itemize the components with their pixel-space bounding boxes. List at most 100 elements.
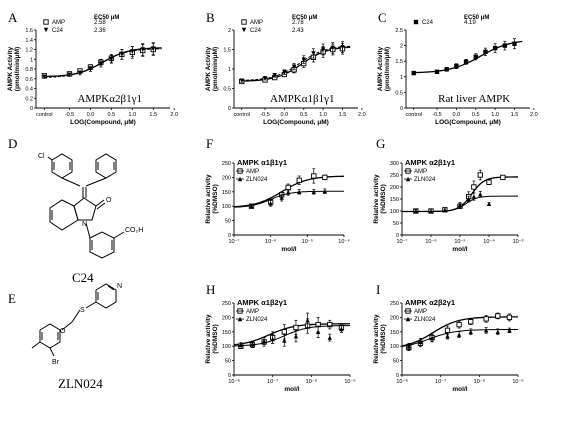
data-point	[238, 342, 244, 347]
y-tick-label: 150	[222, 190, 231, 196]
legend-label: AMP	[414, 169, 427, 175]
legend-label: C24	[250, 28, 262, 34]
x-axis-label: mol/l	[281, 246, 296, 253]
series-fit-line	[44, 48, 162, 78]
x-tick-label: 1.0	[491, 112, 499, 118]
y-axis-label-line: (pmol/min/μM)	[384, 47, 391, 91]
data-point	[296, 189, 302, 194]
data-point	[340, 44, 345, 50]
data-point	[330, 45, 336, 51]
benzyl-ring	[89, 231, 115, 259]
panel-label-i: I	[376, 282, 380, 297]
data-point	[42, 74, 47, 79]
data-point	[98, 61, 104, 67]
carboxylic-acid-label: CO₂H	[125, 227, 143, 234]
y-axis-label-line: AMPK Activity	[205, 47, 212, 92]
x-tick-label: 10⁻⁶	[425, 238, 436, 245]
legend-marker	[241, 27, 247, 33]
data-point	[500, 174, 506, 181]
data-point	[428, 208, 434, 214]
y-tick-label: 1.6	[25, 28, 33, 34]
legend-header: EC50 μM	[94, 15, 119, 21]
data-point	[315, 329, 321, 334]
pyrimidine-nitrogen-label: N	[117, 283, 122, 290]
y-tick-label: 50	[393, 359, 399, 365]
data-point	[320, 47, 326, 52]
chart-i: I 0 50 100 150 200 250 10⁻⁸ 10⁻⁷ 10⁻⁶ 10⁻⁵ mol/l Rel…	[373, 282, 524, 393]
data-point	[322, 174, 328, 181]
data-point	[468, 319, 474, 325]
data-point	[77, 70, 83, 76]
y-axis-label: AMPK Activity(pmol/min/μM)	[377, 47, 391, 92]
legend-label: C24	[422, 20, 434, 26]
chart-c: C 0 0.5 1 1.5 2 2.5 control -0.5 0.0 0.5 1.0 1.5 2.0 L…	[377, 10, 538, 126]
data-point	[471, 184, 477, 190]
y-tick-label: 250	[390, 173, 399, 179]
chlorine-atom-label: Cl	[38, 153, 45, 160]
data-point	[130, 49, 135, 54]
x-tick-label: 0.0	[281, 112, 289, 118]
x-tick-label: control	[233, 112, 250, 118]
data-point	[457, 202, 463, 208]
legend-label: AMP	[246, 309, 259, 315]
y-axis-label-line: Relative activity	[373, 314, 380, 364]
y-tick-label: 0	[396, 373, 399, 379]
data-point	[262, 76, 268, 81]
chart-a: A 0 0.2 0.4 0.6 0.8 1 1.2 1.4 1.6 control -0.5 0.0 0.…	[7, 10, 178, 126]
data-point	[442, 207, 448, 212]
y-tick-label: 50	[225, 219, 231, 225]
y-axis-label-line: (%DMSO)	[212, 324, 219, 354]
series-fit-line	[241, 45, 351, 81]
data-point	[492, 45, 498, 51]
legend-label: ZLN024	[246, 177, 268, 183]
x-tick-label: 1.5	[149, 112, 157, 118]
y-tick-label: 150	[390, 330, 399, 336]
data-point	[477, 172, 483, 178]
y-tick-label: 1.5	[395, 59, 403, 65]
panel-label-c: C	[378, 10, 387, 25]
y-tick-label: 2.5	[395, 28, 403, 34]
data-point	[411, 70, 416, 76]
legend-marker	[413, 19, 419, 25]
y-tick-label: 100	[390, 344, 399, 350]
chart-inset-title: AMPKα1β1γ1	[270, 93, 335, 105]
data-point	[429, 335, 435, 341]
data-point	[140, 47, 145, 52]
legend-label: C24	[52, 28, 64, 34]
bromine-atom-label: Br	[52, 359, 60, 366]
data-point	[311, 173, 317, 179]
data-point	[418, 339, 423, 345]
x-tick-label: control	[36, 112, 53, 118]
y-tick-label: 150	[390, 197, 399, 203]
y-tick-label: 0	[30, 106, 33, 112]
data-point	[109, 57, 114, 62]
x-tick-label: -0.5	[65, 112, 74, 118]
y-tick-label: 0	[228, 106, 231, 112]
x-tick-label: control	[405, 112, 422, 118]
y-axis-label-line: (pmol/min/μM)	[212, 47, 219, 91]
data-point	[444, 327, 451, 334]
data-point	[285, 190, 291, 195]
data-point	[305, 318, 310, 323]
x-axis-label: mol/l	[452, 246, 467, 253]
y-tick-label: 250	[390, 301, 399, 307]
y-axis-label-line: AMPK Activity	[7, 47, 14, 92]
legend-label: AMP	[414, 309, 427, 315]
x-tick-label: 1.0	[319, 112, 327, 118]
data-point	[151, 46, 156, 51]
data-point	[486, 179, 492, 185]
y-tick-label: 0	[228, 233, 231, 239]
chlorophenyl-ring	[51, 153, 73, 179]
data-point	[483, 328, 489, 333]
x-tick-label: 10⁻⁵	[302, 238, 313, 245]
legend-ec50-value: 2.43	[292, 28, 304, 34]
y-tick-label: 1.2	[25, 48, 33, 54]
y-axis-label-line: (%DMSO)	[380, 184, 387, 214]
y-axis-label-line: (pmol/min/μM)	[14, 47, 21, 91]
x-tick-label: 0.0	[453, 112, 461, 118]
y-tick-label: 0.6	[25, 77, 33, 83]
legend-label: AMP	[250, 20, 263, 26]
y-axis-label: Relative activity(%DMSO)	[205, 314, 219, 364]
data-point	[327, 335, 332, 340]
